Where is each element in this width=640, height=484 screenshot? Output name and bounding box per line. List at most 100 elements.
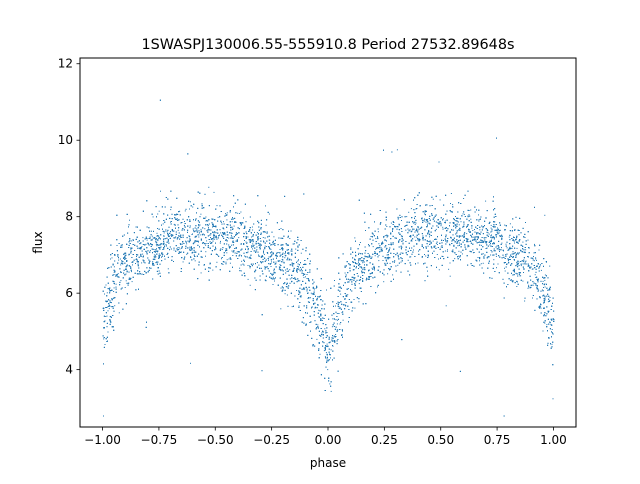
scatter-point [401,220,402,221]
scatter-point [314,287,316,289]
scatter-point [400,235,402,237]
scatter-point [247,278,249,280]
scatter-point [328,337,330,339]
scatter-point [528,247,530,249]
scatter-point [163,244,165,246]
scatter-point [499,235,500,237]
scatter-point [489,244,491,246]
scatter-point [247,236,249,238]
scatter-point [379,248,381,250]
scatter-point [405,229,407,231]
scatter-point [522,241,524,243]
scatter-point [509,279,511,281]
scatter-point [536,259,537,261]
scatter-point [231,221,233,223]
scatter-point [496,267,497,269]
scatter-point [265,205,266,207]
scatter-point [506,247,508,249]
scatter-point [463,213,465,215]
scatter-point [167,268,169,270]
scatter-point [525,260,527,262]
scatter-point [410,240,412,242]
scatter-point [375,238,377,240]
scatter-point [151,235,153,237]
scatter-point [443,240,444,241]
scatter-point [330,349,332,351]
scatter-point [182,261,184,263]
scatter-point [235,232,237,234]
scatter-point [205,251,207,253]
scatter-point [407,259,409,261]
scatter-point [400,252,402,254]
scatter-point [326,289,327,291]
scatter-point [251,236,253,238]
scatter-point [225,239,227,240]
scatter-point [131,240,133,242]
scatter-point [386,254,388,256]
scatter-point [223,221,224,223]
scatter-point [421,256,423,258]
scatter-point [326,343,328,345]
scatter-point [229,247,230,249]
scatter-point [545,261,547,263]
scatter-point [158,247,160,248]
scatter-point [300,252,302,254]
scatter-point [383,237,385,239]
scatter-point [326,332,328,333]
scatter-point [524,300,526,302]
scatter-point [397,264,399,266]
scatter-point [309,297,311,299]
scatter-point [461,253,463,255]
scatter-point [158,254,160,256]
scatter-point [378,254,380,256]
scatter-point [330,357,331,359]
scatter-point [106,292,108,294]
scatter-point [493,227,495,228]
scatter-point [458,224,460,226]
scatter-point [316,338,318,340]
scatter-point [493,236,495,238]
scatter-point [525,263,527,265]
scatter-point [411,240,413,242]
scatter-point [291,306,293,308]
scatter-point [200,213,202,215]
scatter-point [244,255,246,257]
scatter-point [118,312,120,314]
scatter-point [239,213,241,214]
scatter-point [225,261,227,263]
scatter-point [165,244,167,245]
scatter-point [331,326,333,328]
scatter-point [125,280,127,282]
scatter-point [535,257,537,259]
scatter-point [389,262,391,264]
scatter-point [441,255,443,257]
scatter-point [383,281,385,283]
scatter-point [186,253,188,255]
scatter-point [417,229,419,231]
scatter-point [214,238,216,240]
scatter-point [283,261,285,263]
scatter-point [476,248,478,250]
scatter-point [118,259,120,261]
scatter-point [541,289,543,291]
scatter-point [170,234,172,236]
scatter-point [177,229,179,231]
scatter-point [360,260,362,262]
scatter-point [266,246,268,247]
scatter-point [290,250,292,252]
scatter-point [458,250,460,252]
scatter-point [439,199,441,201]
scatter-point [173,223,175,225]
scatter-point [128,278,130,280]
scatter-point [358,301,360,303]
scatter-point [480,263,482,265]
scatter-point [409,235,411,237]
scatter-point [424,213,426,215]
scatter-point [478,214,479,216]
scatter-point [499,236,501,237]
scatter-point [453,239,455,241]
scatter-point [516,286,518,287]
scatter-point [249,265,250,267]
